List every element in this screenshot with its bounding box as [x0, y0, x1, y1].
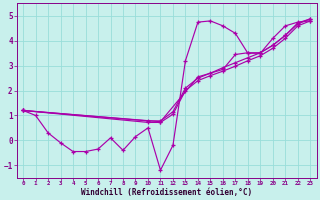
- X-axis label: Windchill (Refroidissement éolien,°C): Windchill (Refroidissement éolien,°C): [81, 188, 252, 197]
